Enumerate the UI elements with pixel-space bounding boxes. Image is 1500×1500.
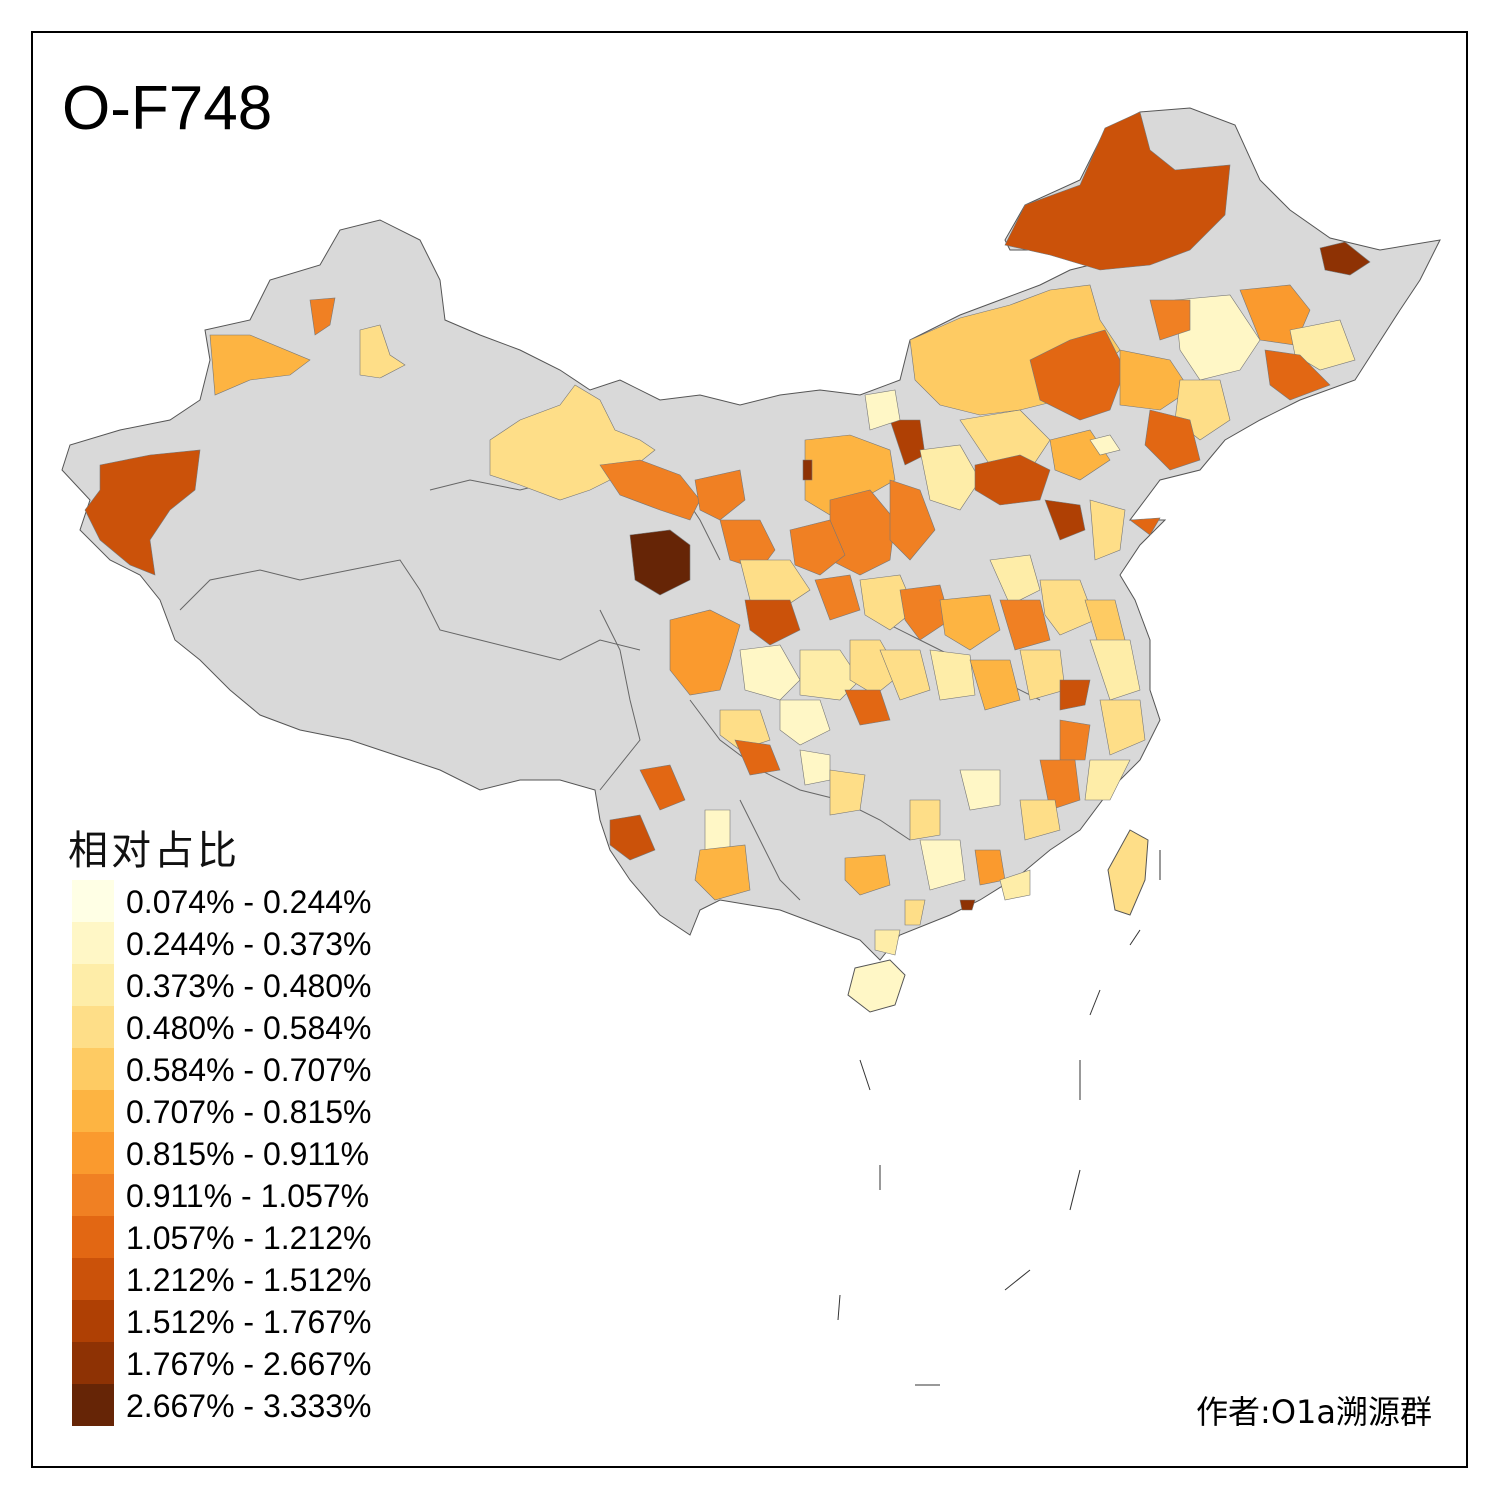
legend-label: 0.815% - 0.911% (126, 1136, 370, 1172)
legend-label: 1.057% - 1.212% (126, 1220, 372, 1256)
author-credit: 作者:O1a溯源群 (1196, 1393, 1432, 1431)
legend-label: 0.074% - 0.244% (126, 884, 372, 920)
legend-label: 0.480% - 0.584% (126, 1010, 372, 1046)
legend-label: 0.707% - 0.815% (126, 1094, 372, 1130)
legend-swatch (72, 1300, 114, 1342)
data-regions (84, 111, 1371, 956)
legend-swatch (72, 964, 114, 1006)
legend-swatch (72, 1174, 114, 1216)
legend-label: 1.212% - 1.512% (126, 1262, 372, 1298)
legend-swatch (72, 1258, 114, 1300)
legend-label: 1.512% - 1.767% (126, 1304, 372, 1340)
legend-swatch (72, 1048, 114, 1090)
legend-label: 0.584% - 0.707% (126, 1052, 372, 1088)
legend-swatch (72, 1342, 114, 1384)
legend-swatch (72, 1090, 114, 1132)
legend-swatch (72, 922, 114, 964)
legend-label: 0.373% - 0.480% (126, 968, 372, 1004)
taiwan-region (1107, 829, 1149, 916)
legend-label: 0.911% - 1.057% (126, 1178, 370, 1214)
map-title: O-F748 (62, 74, 273, 143)
legend-label: 0.244% - 0.373% (126, 926, 372, 962)
map-frame (31, 31, 1468, 1468)
legend-swatch (72, 1132, 114, 1174)
legend-swatch (72, 1216, 114, 1258)
legend-label: 1.767% - 2.667% (126, 1346, 372, 1382)
legend-label: 2.667% - 3.333% (126, 1388, 372, 1424)
legend-title: 相对占比 (68, 828, 240, 874)
hainan-region (847, 959, 906, 1013)
south-sea-islands (837, 850, 1161, 1386)
legend-swatch (72, 1006, 114, 1048)
legend-swatch (72, 1384, 114, 1426)
legend-swatch (72, 880, 114, 922)
